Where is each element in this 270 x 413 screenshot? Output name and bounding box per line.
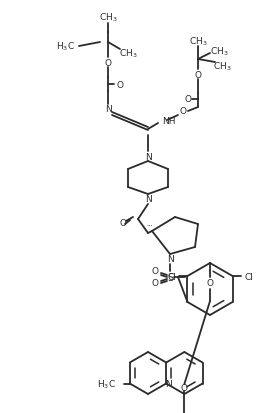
Text: H$_3$C: H$_3$C [56,40,75,53]
Text: O: O [120,219,127,228]
Text: ···: ··· [147,223,153,228]
Text: O: O [180,107,187,116]
Text: N: N [105,105,112,114]
Text: CH$_3$: CH$_3$ [99,12,117,24]
Text: NH: NH [162,117,176,126]
Text: H$_3$C: H$_3$C [97,377,116,390]
Text: O: O [184,95,191,104]
Text: CH$_3$: CH$_3$ [213,61,231,73]
Text: CH$_3$: CH$_3$ [189,36,207,48]
Text: O: O [151,279,158,288]
Text: O: O [104,58,112,67]
Text: N: N [145,152,151,161]
Text: O: O [194,70,201,79]
Text: O: O [151,267,158,276]
Text: O: O [207,279,214,288]
Text: O: O [116,80,123,89]
Text: O: O [181,384,188,392]
Text: Cl: Cl [244,272,253,281]
Text: N: N [165,379,171,388]
Text: Cl: Cl [167,272,176,281]
Text: CH$_3$: CH$_3$ [119,47,137,60]
Text: S: S [167,272,173,282]
Text: N: N [145,195,151,204]
Text: CH$_3$: CH$_3$ [210,46,228,58]
Text: N: N [167,255,173,264]
